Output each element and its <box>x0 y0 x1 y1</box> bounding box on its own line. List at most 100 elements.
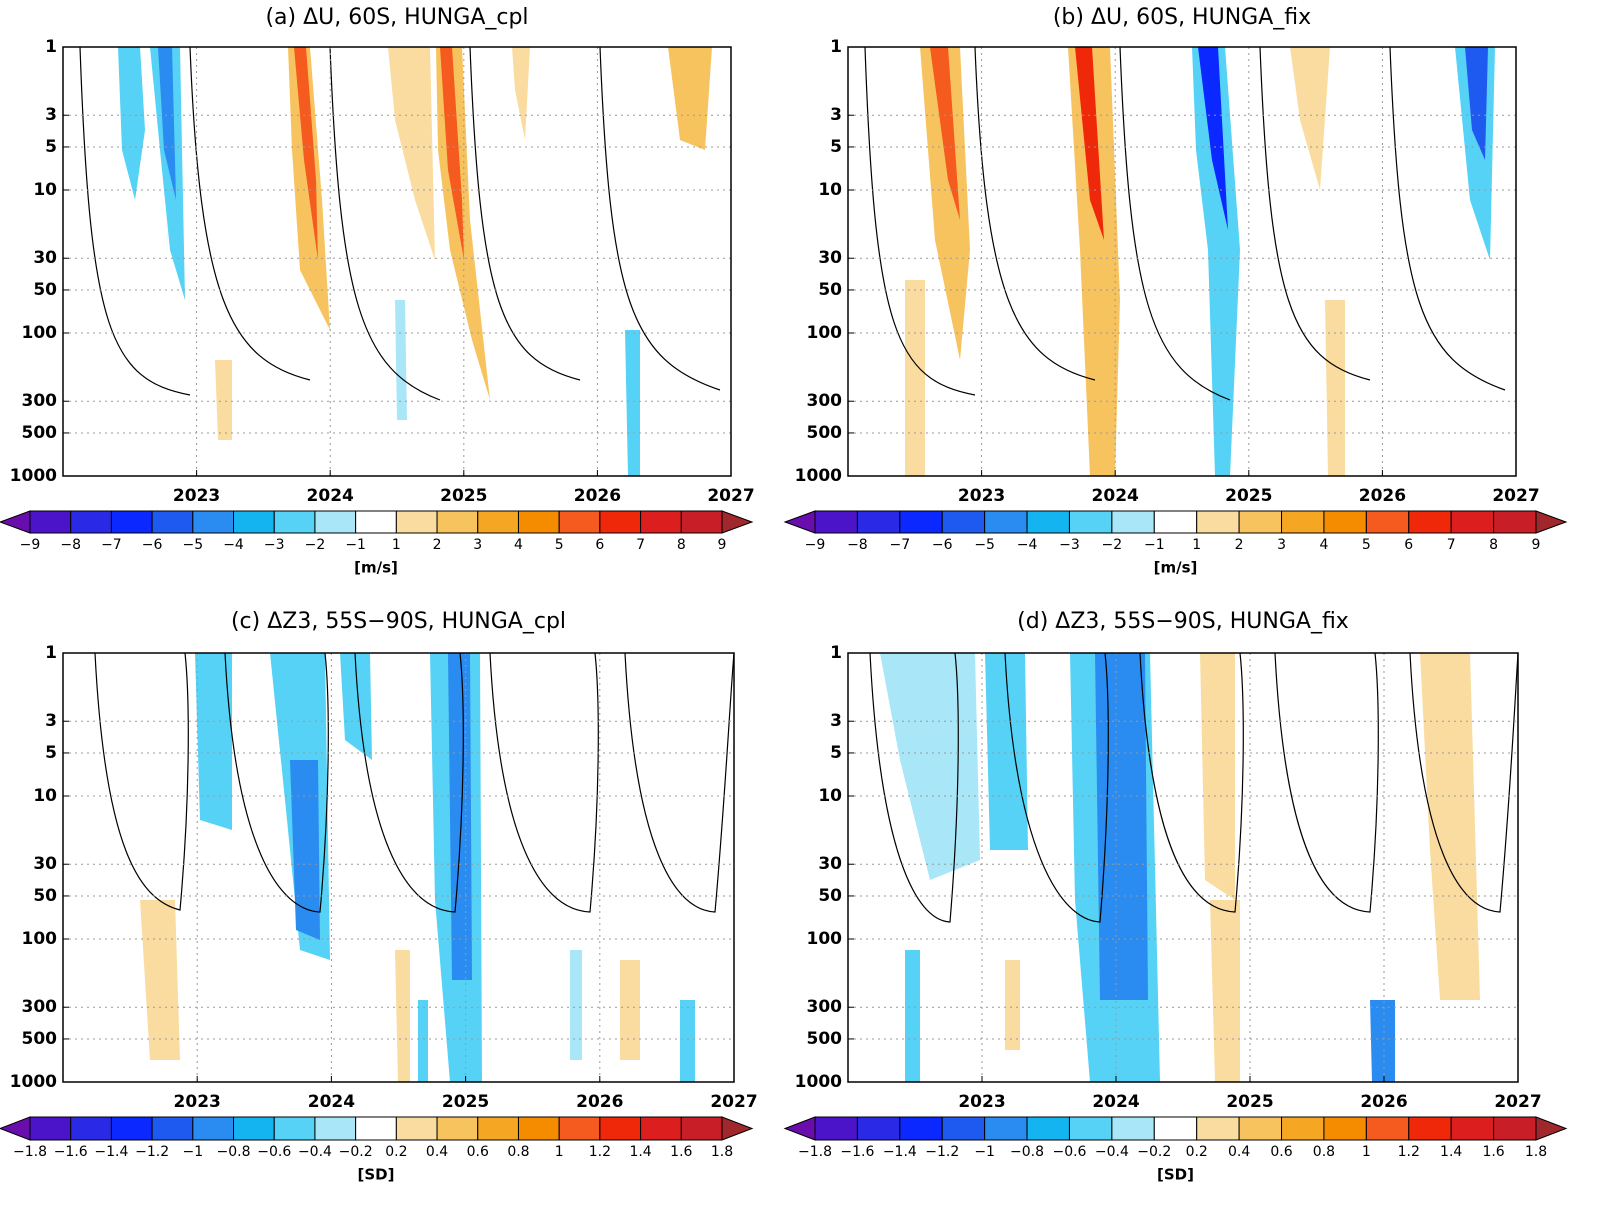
y-tick-label: 3 <box>830 711 842 731</box>
y-tick-label: 1 <box>830 37 842 57</box>
colorbar-box <box>558 1116 601 1141</box>
panel-title: (c) ΔZ3, 55S−90S, HUNGA_cpl <box>231 609 566 634</box>
colorbar-box <box>1196 510 1240 534</box>
colorbar-label: 0.2 <box>1186 1144 1208 1160</box>
colorbar-label: 3 <box>1277 537 1286 553</box>
colorbar-label: −5 <box>974 537 995 553</box>
colorbar-unit: [SD] <box>358 1166 395 1184</box>
y-tick-label: 3 <box>830 105 842 125</box>
y-tick-label: 50 <box>818 280 842 300</box>
colorbar-triangle <box>1535 1116 1568 1141</box>
x-tick-label: 2025 <box>440 486 487 506</box>
y-tick-label: 5 <box>45 743 57 763</box>
colorbar-label: 1.8 <box>1525 1144 1547 1160</box>
colorbar-box <box>1238 510 1283 534</box>
colorbar-label: −2 <box>305 537 326 553</box>
colorbar-label: −1.2 <box>135 1144 169 1160</box>
y-tick-label: 500 <box>807 423 843 443</box>
x-tick-label: 2026 <box>1360 1092 1407 1112</box>
colorbar-label: 0.4 <box>1228 1144 1250 1160</box>
y-tick-label: 300 <box>807 391 843 411</box>
colorbar-box <box>192 1116 235 1141</box>
colorbar-box <box>1026 510 1070 534</box>
colorbar-box <box>273 510 316 534</box>
colorbar-triangle <box>1535 510 1568 534</box>
colorbar-label: 0.6 <box>467 1144 489 1160</box>
colorbar-box <box>1281 1116 1325 1141</box>
colorbar-label: 1.4 <box>1440 1144 1462 1160</box>
x-tick-label: 2023 <box>958 486 1005 506</box>
x-tick-label: 2026 <box>1359 486 1406 506</box>
colorbar-label: −9 <box>20 537 41 553</box>
colorbar-label: −1 <box>974 1144 995 1160</box>
colorbar-label: 2 <box>433 537 442 553</box>
y-tick-label: 1000 <box>795 466 842 486</box>
colorbar-box <box>1238 1116 1283 1141</box>
y-tick-label: 5 <box>830 743 842 763</box>
colorbar-label: 4 <box>514 537 523 553</box>
colorbar-box <box>1068 510 1113 534</box>
y-tick-label: 30 <box>818 248 842 268</box>
colorbar-label: −0.2 <box>1137 1144 1171 1160</box>
colorbar-box <box>1196 1116 1240 1141</box>
plot-frame <box>847 46 1517 477</box>
x-tick-label: 2024 <box>1092 1092 1139 1112</box>
colorbar-box <box>899 510 943 534</box>
y-tick-label: 300 <box>22 997 58 1017</box>
colorbar-label: −1 <box>345 537 366 553</box>
y-tick-label: 300 <box>22 391 58 411</box>
y-tick-label: 50 <box>33 280 57 300</box>
colorbar-box <box>29 1116 72 1141</box>
colorbar-label: 1.2 <box>589 1144 611 1160</box>
colorbar-label: −2 <box>1102 537 1123 553</box>
y-tick-label: 5 <box>45 137 57 157</box>
colorbar-box <box>151 510 194 534</box>
y-tick-label: 100 <box>22 323 58 343</box>
colorbar-box <box>599 1116 642 1141</box>
colorbar-label: −3 <box>264 537 285 553</box>
colorbar-box <box>856 510 901 534</box>
colorbar-box <box>984 510 1028 534</box>
colorbar-box <box>1408 510 1452 534</box>
y-tick-label: 100 <box>807 323 843 343</box>
colorbar-label: −1.2 <box>925 1144 959 1160</box>
colorbar-label: 6 <box>595 537 604 553</box>
colorbar-box <box>477 1116 519 1141</box>
x-tick-label: 2027 <box>1494 1092 1541 1112</box>
colorbar-label: 1.4 <box>629 1144 651 1160</box>
colorbar-box <box>1153 1116 1198 1141</box>
colorbar-label: 9 <box>718 537 727 553</box>
colorbar-box <box>395 1116 438 1141</box>
colorbar-box <box>192 510 235 534</box>
colorbar-label: 8 <box>677 537 686 553</box>
y-tick-label: 500 <box>22 1029 58 1049</box>
colorbar-box <box>1323 1116 1367 1141</box>
colorbar-box <box>110 510 153 534</box>
colorbar-box <box>941 510 986 534</box>
colorbar-box <box>640 1116 682 1141</box>
y-tick-label: 3 <box>45 105 57 125</box>
colorbar-label: −1.4 <box>883 1144 917 1160</box>
colorbar-box <box>856 1116 901 1141</box>
colorbar-box <box>984 1116 1028 1141</box>
colorbar-box <box>558 510 601 534</box>
x-tick-label: 2025 <box>1226 1092 1273 1112</box>
plot-frame <box>62 46 732 477</box>
colorbar-box <box>1323 510 1367 534</box>
y-tick-label: 50 <box>818 886 842 906</box>
colorbar-label: 1.6 <box>670 1144 692 1160</box>
x-tick-label: 2027 <box>707 486 754 506</box>
colorbar-label: 1 <box>555 1144 564 1160</box>
colorbar-triangle <box>783 510 816 534</box>
colorbar-triangle <box>0 510 31 534</box>
colorbar-label: 8 <box>1489 537 1498 553</box>
colorbar-box <box>1153 510 1198 534</box>
y-tick-label: 1 <box>45 37 57 57</box>
panel-title: (a) ΔU, 60S, HUNGA_cpl <box>265 5 528 30</box>
colorbar-box <box>640 510 682 534</box>
colorbar-box <box>477 510 519 534</box>
colorbar-box <box>680 510 723 534</box>
field-sketch-a <box>118 47 712 476</box>
colorbar-box <box>436 510 479 534</box>
colorbar-label: 5 <box>555 537 564 553</box>
